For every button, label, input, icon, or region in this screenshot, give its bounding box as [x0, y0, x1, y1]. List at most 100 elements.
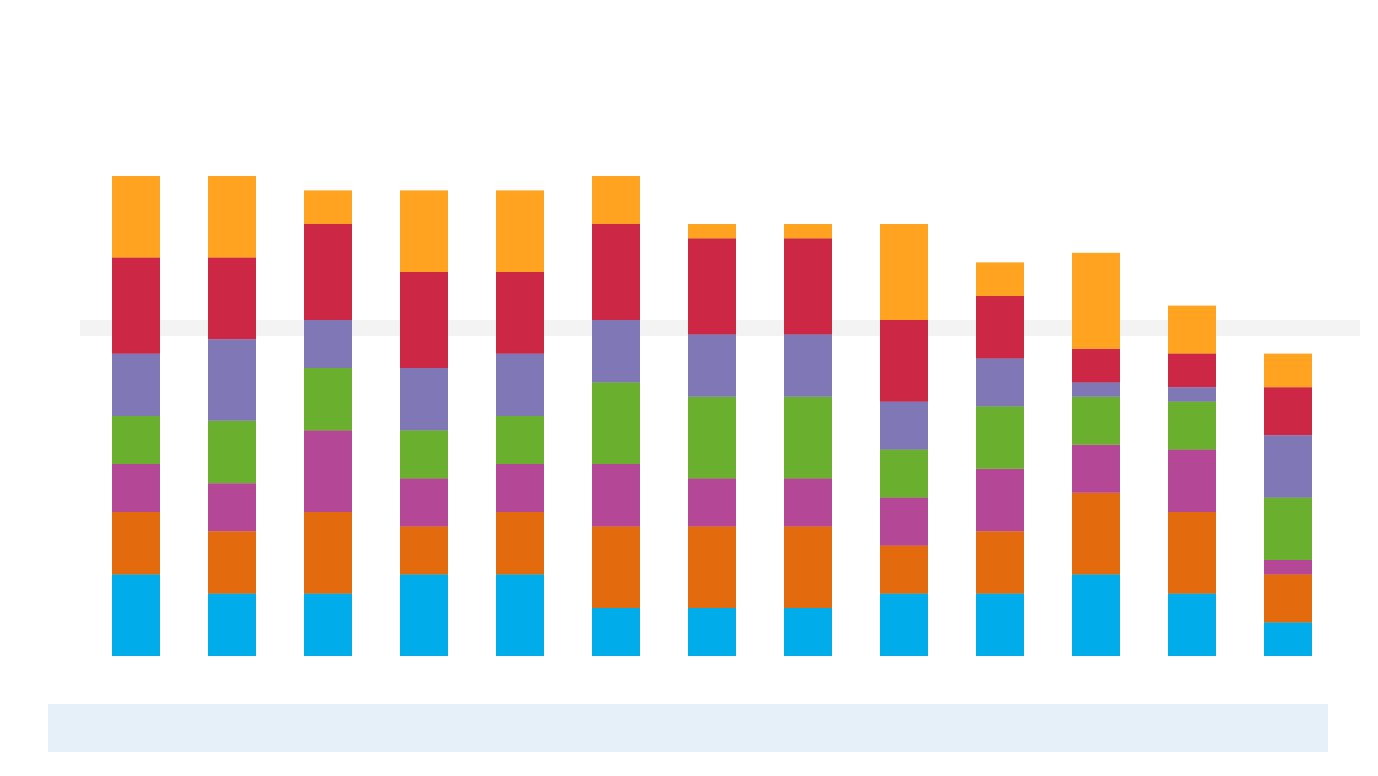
bar-stack-12	[1168, 305, 1216, 656]
bar-segment-8-4	[784, 396, 832, 479]
bar-segment-8-1	[784, 608, 832, 656]
bar-segment-7-3	[688, 478, 736, 527]
bar-segment-1-7	[112, 176, 160, 258]
bar-segment-10-5	[976, 358, 1024, 407]
bar-segment-9-1	[880, 593, 928, 656]
bar-segment-11-3	[1072, 444, 1120, 493]
bar-segment-9-4	[880, 449, 928, 498]
bar-segment-13-2	[1264, 574, 1312, 623]
bar-segment-11-2	[1072, 492, 1120, 575]
bar-segment-6-3	[592, 464, 640, 527]
bar-segment-9-5	[880, 401, 928, 450]
bar-stack-10	[976, 262, 1024, 656]
bar-segment-3-2	[304, 512, 352, 594]
bar-segment-7-1	[688, 608, 736, 656]
bar-segment-12-1	[1168, 593, 1216, 656]
bar-segment-2-4	[208, 420, 256, 484]
bar-segment-4-7	[400, 190, 448, 272]
bar-segment-12-4	[1168, 401, 1216, 450]
bar-segment-2-3	[208, 483, 256, 532]
bar-segment-5-7	[496, 190, 544, 272]
bar-segment-4-1	[400, 574, 448, 656]
bar-segment-8-5	[784, 334, 832, 397]
bar-segment-10-3	[976, 468, 1024, 532]
bar-segment-13-7	[1264, 353, 1312, 388]
bar-segment-3-1	[304, 593, 352, 656]
bar-segment-7-6	[688, 238, 736, 335]
bar-segment-6-1	[592, 608, 640, 656]
bar-segment-2-7	[208, 176, 256, 258]
bar-stack-7	[688, 224, 736, 656]
bar-segment-6-5	[592, 320, 640, 383]
bar-segment-11-5	[1072, 382, 1120, 397]
bar-segment-9-2	[880, 545, 928, 594]
bar-segment-8-6	[784, 238, 832, 335]
bar-segment-1-2	[112, 512, 160, 575]
bar-segment-8-2	[784, 526, 832, 608]
bar-segment-4-2	[400, 526, 448, 575]
bar-segment-4-5	[400, 368, 448, 431]
footer-band	[48, 704, 1328, 752]
bar-segment-11-4	[1072, 396, 1120, 445]
bar-segment-9-6	[880, 320, 928, 402]
bar-segment-7-7	[688, 224, 736, 239]
bar-segment-3-3	[304, 430, 352, 512]
bar-segment-7-2	[688, 526, 736, 608]
bar-segment-9-3	[880, 497, 928, 546]
bar-segment-10-7	[976, 262, 1024, 296]
bar-segment-11-7	[1072, 252, 1120, 349]
bar-segment-3-6	[304, 224, 352, 320]
bar-segment-2-5	[208, 339, 256, 421]
bar-segment-5-5	[496, 353, 544, 416]
bar-segment-5-6	[496, 272, 544, 354]
bar-segment-7-5	[688, 334, 736, 397]
bar-segment-6-4	[592, 382, 640, 464]
bar-segment-13-6	[1264, 387, 1312, 436]
bar-stack-13	[1264, 353, 1312, 656]
bar-segment-12-5	[1168, 387, 1216, 402]
bar-segment-13-1	[1264, 622, 1312, 656]
bar-stack-2	[208, 176, 256, 656]
bar-segment-10-6	[976, 296, 1024, 359]
bar-segment-4-3	[400, 478, 448, 527]
bar-segment-9-7	[880, 224, 928, 320]
bar-segment-10-4	[976, 406, 1024, 469]
bar-segment-1-3	[112, 464, 160, 512]
bar-segment-5-2	[496, 512, 544, 575]
bar-segment-1-5	[112, 353, 160, 416]
bar-segment-3-7	[304, 190, 352, 224]
bar-segment-11-1	[1072, 574, 1120, 656]
bar-segment-1-1	[112, 574, 160, 656]
bar-segment-3-4	[304, 368, 352, 431]
bar-stack-6	[592, 176, 640, 656]
bar-segment-2-6	[208, 257, 256, 340]
bars-layer	[112, 176, 1312, 656]
bar-segment-5-1	[496, 574, 544, 656]
bar-segment-4-4	[400, 430, 448, 479]
bar-segment-1-6	[112, 257, 160, 354]
bar-stack-9	[880, 224, 928, 656]
bar-segment-2-2	[208, 531, 256, 594]
bar-stack-4	[400, 190, 448, 656]
bar-segment-5-4	[496, 416, 544, 464]
bar-stack-8	[784, 224, 832, 656]
bar-segment-12-3	[1168, 449, 1216, 512]
bar-segment-3-5	[304, 320, 352, 368]
bar-stack-5	[496, 190, 544, 656]
bar-stack-3	[304, 190, 352, 656]
bar-segment-2-1	[208, 593, 256, 656]
bar-segment-1-4	[112, 416, 160, 464]
bar-segment-8-3	[784, 478, 832, 527]
bar-segment-7-4	[688, 396, 736, 479]
bar-stack-1	[112, 176, 160, 656]
bar-segment-11-6	[1072, 348, 1120, 383]
bar-segment-4-6	[400, 272, 448, 368]
bar-stack-11	[1072, 252, 1120, 656]
bar-segment-6-2	[592, 526, 640, 608]
bar-segment-6-6	[592, 224, 640, 320]
bar-segment-13-3	[1264, 560, 1312, 575]
bar-segment-5-3	[496, 464, 544, 512]
bar-segment-10-2	[976, 531, 1024, 594]
